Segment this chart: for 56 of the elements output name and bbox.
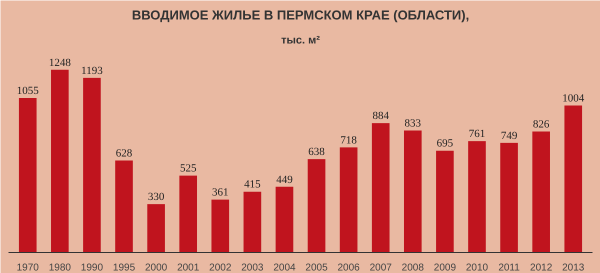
bar <box>179 176 198 252</box>
chart-subtitle: тыс. м² <box>281 34 320 46</box>
data-label: 638 <box>308 146 326 158</box>
bar <box>147 204 165 252</box>
x-tick-label: 2002 <box>209 262 232 273</box>
data-label: 1248 <box>48 56 72 69</box>
x-tick-label: 1990 <box>80 262 104 273</box>
data-label: 1055 <box>16 85 40 98</box>
bar <box>115 160 133 252</box>
bar <box>51 70 69 252</box>
bar <box>276 186 294 252</box>
x-tick-label: 2005 <box>305 262 328 273</box>
data-label: 1193 <box>81 64 104 77</box>
x-tick-label: 2011 <box>498 262 520 273</box>
bar <box>211 200 230 252</box>
data-label: 884 <box>372 110 390 122</box>
x-tick-label: 2000 <box>144 262 168 273</box>
data-label: 761 <box>468 128 486 140</box>
data-label: 330 <box>148 191 165 204</box>
data-label: 449 <box>276 174 294 186</box>
data-label: 525 <box>180 162 197 175</box>
data-label: 833 <box>404 118 422 130</box>
x-tick-label: 1970 <box>16 262 40 273</box>
x-tick-label: 2003 <box>241 262 264 273</box>
bar <box>404 130 422 252</box>
bar <box>372 123 390 252</box>
chart-title: ВВОДИМОЕ ЖИЛЬЕ В ПЕРМСКОМ КРАЕ (ОБЛАСТИ), <box>132 8 470 22</box>
data-label: 695 <box>436 138 454 150</box>
x-tick-label: 2013 <box>562 262 585 273</box>
bar <box>83 78 101 252</box>
bar <box>244 192 262 252</box>
data-label: 749 <box>500 130 518 142</box>
bar <box>340 147 358 252</box>
x-tick-label: 2001 <box>177 262 200 273</box>
data-label: 415 <box>244 178 262 191</box>
x-tick-label: 2006 <box>338 262 360 273</box>
x-tick-label: 2010 <box>466 262 489 273</box>
bar <box>18 98 37 252</box>
x-tick-label: 2004 <box>273 262 296 273</box>
x-tick-label: 1980 <box>48 262 72 273</box>
bar <box>564 106 582 252</box>
data-label: 826 <box>532 118 550 131</box>
data-label: 718 <box>340 134 358 146</box>
data-label: 628 <box>116 148 133 160</box>
x-tick-label: 2012 <box>530 262 553 273</box>
x-tick-label: 2007 <box>370 262 392 273</box>
data-label: 1004 <box>562 92 585 104</box>
bar <box>532 132 550 252</box>
bar <box>308 159 326 252</box>
x-tick-label: 2009 <box>434 262 456 273</box>
bar <box>468 141 486 252</box>
x-tick-label: 1995 <box>112 262 136 273</box>
bar <box>436 150 454 252</box>
bar <box>500 142 518 252</box>
x-tick-label: 2008 <box>402 262 424 273</box>
data-label: 361 <box>212 186 229 199</box>
